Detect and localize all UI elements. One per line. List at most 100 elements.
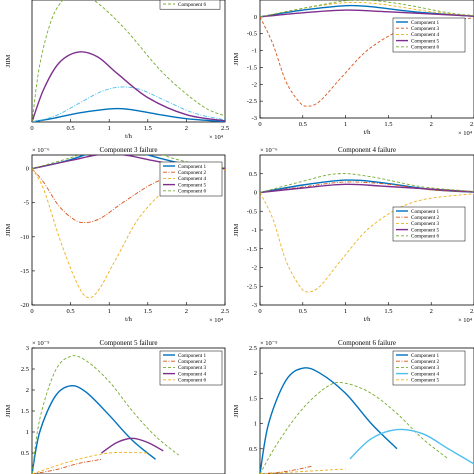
legend-entry: Component 3 (411, 365, 440, 371)
y-tick-label: -3 (252, 302, 257, 309)
legend-entry: Component 6 (178, 378, 207, 384)
y-axis-exponent: × 10⁻⁵ (260, 340, 278, 347)
x-tick-label: 2.5 (470, 121, 474, 128)
y-tick-label: -2 (252, 81, 257, 88)
legend-entry: Component 5 (411, 378, 440, 384)
y-tick-label: -15 (20, 268, 29, 275)
series-line-component-5 (260, 9, 474, 18)
x-axis-exponent: × 10⁴ (458, 317, 473, 324)
legend-box (392, 17, 466, 53)
legend-entry: Component 4 (178, 371, 207, 377)
chart-title: Component 5 failure (100, 339, 158, 347)
legend-entry: Component 1 (411, 209, 440, 215)
y-tick-label: -2 (252, 265, 257, 272)
legend-entry: Component 6 (411, 45, 440, 51)
x-axis-label: t/h (125, 316, 133, 323)
x-tick-label: 2 (185, 125, 188, 132)
series-line-component-3 (260, 381, 449, 474)
y-axis-label: JIIM (233, 223, 240, 236)
y-tick-label: 2 (26, 387, 29, 394)
x-tick-label: 1.5 (384, 308, 392, 315)
x-tick-label: 1.5 (144, 308, 152, 315)
y-axis-label: JIIM (233, 404, 240, 417)
x-tick-label: 1.5 (144, 125, 152, 132)
legend-entry: Component 1 (178, 353, 207, 359)
series-line-component-4 (260, 1, 474, 18)
legend: Component 6 (159, 0, 221, 10)
legend-entry: Component 2 (411, 359, 440, 365)
x-tick-label: 0.5 (67, 308, 75, 315)
legend-entry: Component 3 (178, 365, 207, 371)
y-axis-exponent: × 10⁻⁵ (32, 340, 50, 347)
series-line-s1 (32, 86, 225, 122)
x-tick-label: 1 (344, 308, 347, 315)
series-line-component-3 (32, 355, 179, 474)
series-line-component-4 (101, 437, 164, 454)
x-tick-label: 1 (108, 125, 111, 132)
chart-panel-5: 0.5 1 1.5 2 2.5 3 JIIM × 10⁻⁵ Component 5 failur… (5, 339, 226, 474)
series-line-s3 (32, 0, 225, 122)
y-tick-label: 2.5 (21, 366, 29, 373)
y-axis-label: JIIM (233, 52, 240, 65)
chart-panel-4: 0 0.5 1 1.5 2 2.5 -3 -2.5 -2 -1.5 -1 -0.5 0 0.5 t/h × 1… (233, 146, 474, 324)
y-axis-label: JIIM (5, 223, 12, 236)
legend-entry: Component 2 (411, 215, 440, 221)
legend-box (159, 0, 221, 10)
series-line-component-3 (260, 16, 474, 107)
series-line-s2 (32, 51, 225, 122)
series-line-component-6 (260, 173, 474, 193)
legend-box (159, 161, 223, 197)
y-tick-label: 1.5 (249, 395, 257, 402)
series-line-component-2 (32, 458, 102, 474)
y-tick-label: -3 (252, 115, 257, 122)
legend-entry: Component 6 (178, 2, 207, 8)
plot-frame (259, 0, 474, 119)
y-axis-exponent: × 10⁻⁶ (260, 147, 278, 154)
y-tick-label: -1 (252, 48, 257, 55)
legend-entry: Component 4 (411, 32, 440, 38)
legend-box (392, 350, 466, 386)
y-tick-label: -2.5 (247, 283, 257, 290)
series-line-component-5 (260, 468, 346, 474)
series-line-component-6 (32, 451, 148, 474)
y-tick-label: 2.5 (249, 345, 257, 352)
x-tick-label: 0 (30, 308, 33, 315)
x-tick-label: 2.5 (221, 308, 229, 315)
y-tick-label: 1.5 (21, 408, 29, 415)
y-tick-label: 0 (254, 14, 257, 21)
y-tick-label: -1.5 (247, 246, 257, 253)
x-tick-label: 2 (430, 121, 433, 128)
legend-entry: Component 1 (411, 353, 440, 359)
legend-box (159, 350, 223, 386)
y-tick-label: 1 (254, 421, 257, 428)
y-tick-label: -1.5 (247, 64, 257, 71)
y-tick-label: -2.5 (247, 98, 257, 105)
chart-panel-2: 0 0.5 1 1.5 2 2.5 -3 -2.5 -2 -1.5 -1 -0.5 0 t/h × 10⁴ J… (233, 0, 474, 137)
x-axis-label: t/h (125, 133, 133, 140)
y-axis-exponent: × 10⁻⁶ (32, 147, 50, 154)
x-tick-label: 0 (30, 125, 33, 132)
y-tick-label: 0 (254, 190, 257, 197)
x-tick-label: 1.5 (384, 121, 392, 128)
legend-entry: Component 1 (178, 164, 207, 170)
series-line-component-2 (260, 181, 474, 193)
legend-entry: Component 1 (411, 20, 440, 26)
chart-panel-6: 0.5 1 1.5 2 2.5 JIIM × 10⁻⁵ Component 6 failure… (233, 339, 474, 474)
plot-frame (259, 347, 474, 474)
legend-entry: Component 4 (178, 176, 207, 182)
series-line-component-1 (260, 367, 398, 474)
y-tick-label: -0.5 (247, 208, 257, 215)
legend-entry: Component 5 (411, 227, 440, 233)
legend-box (392, 206, 466, 242)
legend-entry: Component 4 (411, 371, 440, 377)
y-tick-label: 0 (26, 166, 29, 173)
y-tick-label: -0.5 (247, 31, 257, 38)
series-line-component-1 (32, 384, 156, 474)
plot-frame (31, 0, 226, 123)
series-line-s0 (32, 107, 225, 122)
